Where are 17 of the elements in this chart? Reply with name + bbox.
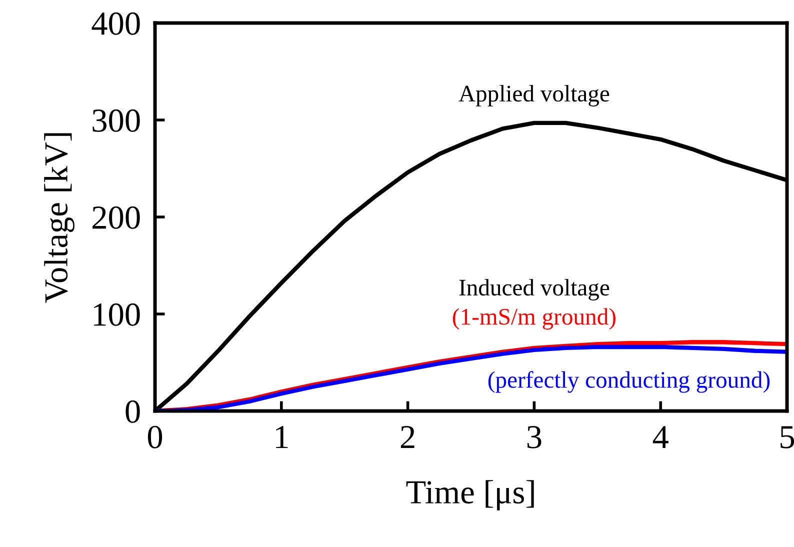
x-tick-label: 2 bbox=[400, 426, 414, 448]
y-tick-label: 0 bbox=[126, 400, 140, 423]
y-tick-label: 400 bbox=[92, 12, 140, 35]
annotation: Induced voltage bbox=[459, 279, 610, 300]
x-tick-label: 4 bbox=[652, 426, 668, 448]
x-tick-label: 3 bbox=[527, 426, 542, 448]
x-tick-label: 5 bbox=[780, 426, 794, 448]
y-axis-title: Voltage [kV] bbox=[44, 133, 74, 303]
series-label: (1-mS/m ground) bbox=[452, 308, 616, 330]
x-axis-title: Time [μs] bbox=[406, 480, 534, 510]
x-tick-label: 0 bbox=[148, 426, 162, 448]
series-label: (perfectly conducting ground) bbox=[488, 371, 770, 393]
y-tick-label: 300 bbox=[92, 109, 140, 132]
y-tick-label: 200 bbox=[92, 206, 140, 229]
x-tick-label: 1 bbox=[276, 426, 288, 448]
series-label: Applied voltage bbox=[458, 85, 610, 106]
y-tick-label: 100 bbox=[94, 303, 140, 326]
